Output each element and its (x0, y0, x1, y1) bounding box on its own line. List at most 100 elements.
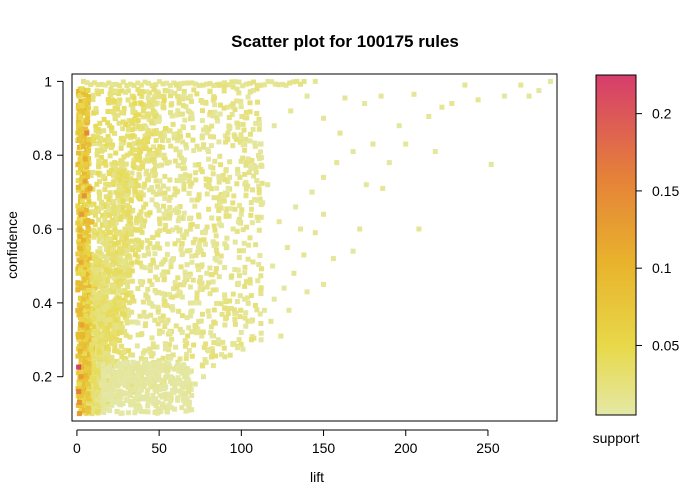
rule-point (134, 393, 140, 399)
rule-point (113, 81, 119, 87)
rule-point (169, 405, 175, 411)
rule-point (96, 265, 102, 271)
rule-point (214, 115, 220, 120)
rule-point (357, 226, 363, 232)
rule-point (177, 111, 183, 117)
rule-point (112, 253, 117, 259)
rule-point (131, 377, 137, 383)
rule-point (286, 307, 292, 313)
rule-point (162, 386, 167, 392)
rule-point (111, 323, 117, 329)
rule-point (200, 144, 206, 150)
rule-point (168, 259, 174, 265)
rule-point (190, 125, 196, 131)
rule-point (137, 313, 143, 319)
rule-point (158, 133, 164, 139)
rule-point (501, 93, 507, 99)
rule-point (181, 235, 187, 241)
rule-point (93, 275, 99, 281)
rule-point (103, 351, 109, 357)
rule-point (75, 220, 81, 226)
rule-point (173, 146, 179, 152)
rule-point (139, 94, 145, 99)
rule-point (150, 367, 155, 372)
rule-point (166, 159, 172, 165)
rule-point (93, 379, 99, 385)
rule-point (200, 363, 206, 369)
rule-point (115, 112, 121, 118)
rule-point (189, 116, 195, 122)
rule-point (135, 332, 141, 338)
rule-point (141, 204, 147, 210)
rule-point (217, 111, 223, 117)
rule-point (243, 310, 249, 316)
rule-point (222, 80, 228, 86)
rule-point (172, 380, 178, 385)
rule-point (107, 190, 113, 196)
rule-point (91, 383, 97, 389)
rule-point (101, 204, 107, 210)
rule-point (159, 261, 165, 267)
rule-point (138, 409, 144, 414)
rule-point (232, 206, 238, 212)
rule-point (221, 84, 227, 90)
rule-point (242, 283, 248, 289)
rule-point (99, 222, 105, 228)
rule-point (350, 149, 356, 154)
rule-point (162, 404, 168, 410)
rule-point (86, 255, 92, 261)
rule-point (426, 114, 432, 119)
rule-point (95, 362, 101, 368)
rule-point (94, 205, 100, 211)
rule-point (144, 153, 150, 159)
rule-point (111, 99, 117, 105)
rule-point (168, 89, 174, 95)
rule-point (111, 285, 117, 291)
rule-point (108, 206, 114, 212)
rule-point (244, 295, 250, 301)
rule-point (91, 201, 97, 207)
rule-point (257, 196, 263, 202)
rule-point (85, 391, 91, 397)
rule-point (240, 83, 246, 89)
rule-point (83, 296, 89, 302)
rule-point (91, 209, 97, 214)
rule-point (130, 369, 136, 375)
rule-point (132, 126, 138, 131)
rule-point (104, 288, 110, 294)
rule-point (91, 290, 97, 296)
rule-point (152, 317, 158, 323)
rule-point (247, 100, 253, 106)
rule-point (75, 270, 81, 276)
rule-point (129, 319, 134, 325)
rule-point (109, 282, 115, 288)
rule-point (154, 388, 159, 394)
rule-point (106, 80, 112, 86)
rule-point (83, 92, 89, 98)
rule-point (160, 355, 166, 361)
rule-point (254, 178, 260, 184)
rule-point (241, 240, 247, 246)
rule-point (82, 98, 88, 103)
rule-point (92, 222, 98, 228)
rule-point (242, 264, 248, 270)
rule-point (84, 174, 90, 180)
rule-point (148, 380, 154, 386)
rule-point (77, 127, 83, 133)
rule-point (200, 99, 206, 105)
rule-point (153, 101, 159, 107)
rule-point (119, 368, 124, 374)
rule-point (225, 179, 231, 185)
rule-point (212, 227, 218, 233)
rule-point (176, 238, 181, 244)
rule-point (114, 337, 119, 342)
rule-point (240, 121, 246, 127)
rule-point (146, 80, 152, 86)
rule-point (135, 118, 141, 123)
rule-point (174, 82, 180, 88)
rule-point (187, 284, 193, 290)
rule-point (183, 408, 189, 414)
rule-point (164, 241, 170, 247)
rule-point (95, 324, 101, 330)
rule-point (106, 272, 112, 278)
